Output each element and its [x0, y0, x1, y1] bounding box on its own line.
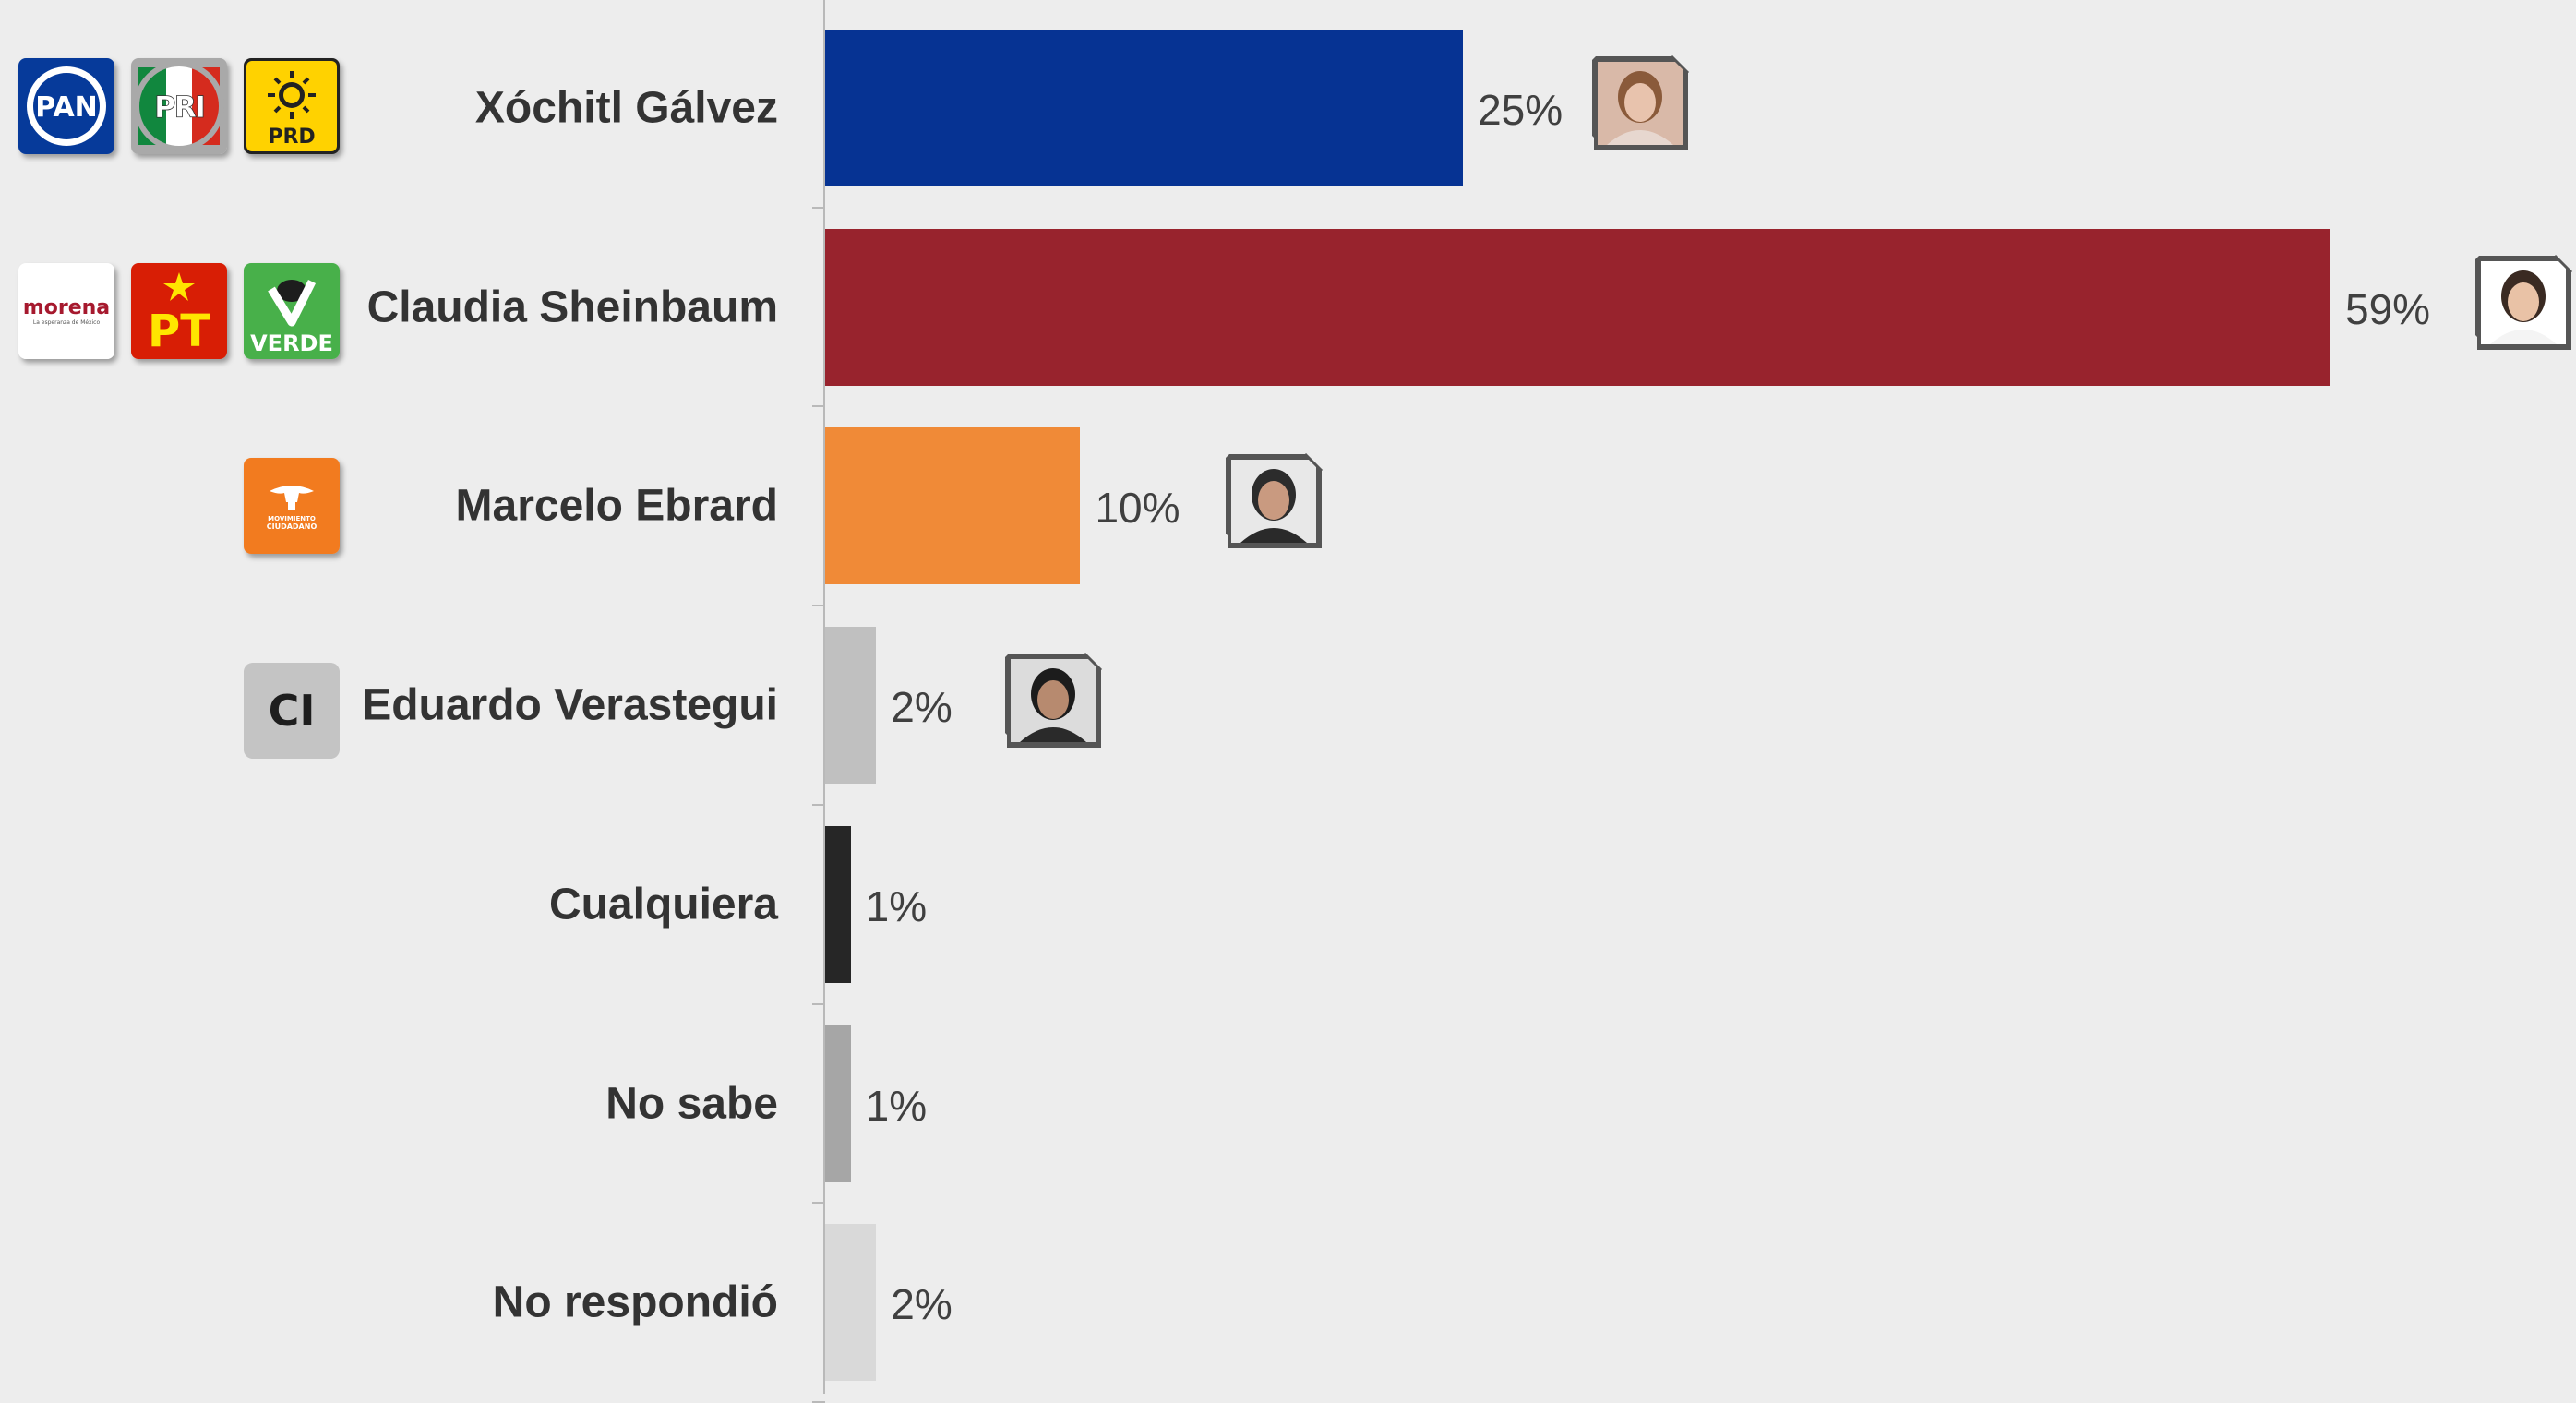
- axis-tick: [812, 1003, 825, 1005]
- mc-logo-line1: MOVIMIENTO: [268, 515, 316, 522]
- mc-logo-line2: CIUDADANO: [267, 522, 318, 531]
- axis-tick: [812, 207, 825, 209]
- prd-logo: PRD: [244, 58, 340, 154]
- category-label: Cualquiera: [548, 880, 778, 929]
- pt-logo: PT: [131, 263, 227, 359]
- bar: [825, 627, 877, 785]
- bar: [825, 1224, 877, 1382]
- pt-logo-text: PT: [148, 306, 210, 357]
- pri-logo: PRI: [131, 58, 227, 154]
- axis-tick: [812, 804, 825, 806]
- data-label: 10%: [1095, 484, 1180, 533]
- bar: [825, 825, 851, 983]
- morena-logo: morena La esperanza de México: [18, 263, 114, 359]
- data-label: 1%: [865, 1081, 928, 1130]
- category-label: Marcelo Ebrard: [455, 481, 778, 531]
- pan-logo: PAN: [18, 58, 114, 154]
- candidate-photo-icon: [1003, 652, 1103, 751]
- data-label: 2%: [891, 1280, 953, 1329]
- category-label: Claudia Sheinbaum: [366, 282, 778, 332]
- bar: [825, 1025, 851, 1182]
- category-label: Eduardo Verastegui: [362, 680, 778, 730]
- candidate-photo-icon: [2474, 254, 2573, 354]
- data-label: 1%: [865, 881, 928, 930]
- verde-logo: VERDE: [244, 263, 340, 359]
- bar: [825, 427, 1081, 585]
- prd-logo-text: PRD: [268, 126, 315, 149]
- verde-logo-text: VERDE: [250, 330, 333, 356]
- morena-logo-text: morena: [23, 296, 110, 319]
- data-label: 59%: [2345, 284, 2431, 333]
- category-label: Xóchitl Gálvez: [474, 83, 778, 133]
- bar: [825, 228, 2330, 386]
- pri-logo-text: PRI: [154, 90, 204, 125]
- ci-logo-text: CI: [269, 686, 316, 736]
- category-label: No respondió: [492, 1277, 778, 1327]
- axis-tick: [812, 405, 825, 407]
- candidate-photo-icon: [1590, 54, 1690, 154]
- morena-logo-tagline: La esperanza de México: [33, 319, 101, 326]
- candidatura-independiente-logo: CI: [244, 663, 340, 759]
- candidate-photo-icon: [1224, 452, 1324, 552]
- category-label: No sabe: [605, 1079, 778, 1128]
- category-axis: [823, 0, 825, 1394]
- axis-tick: [812, 1202, 825, 1204]
- bar: [825, 30, 1464, 186]
- axis-tick: [812, 605, 825, 606]
- data-label: 2%: [891, 683, 953, 732]
- pan-logo-text: PAN: [35, 91, 98, 124]
- data-label: 25%: [1478, 86, 1564, 134]
- movimiento-ciudadano-logo: MOVIMIENTO CIUDADANO: [244, 458, 340, 554]
